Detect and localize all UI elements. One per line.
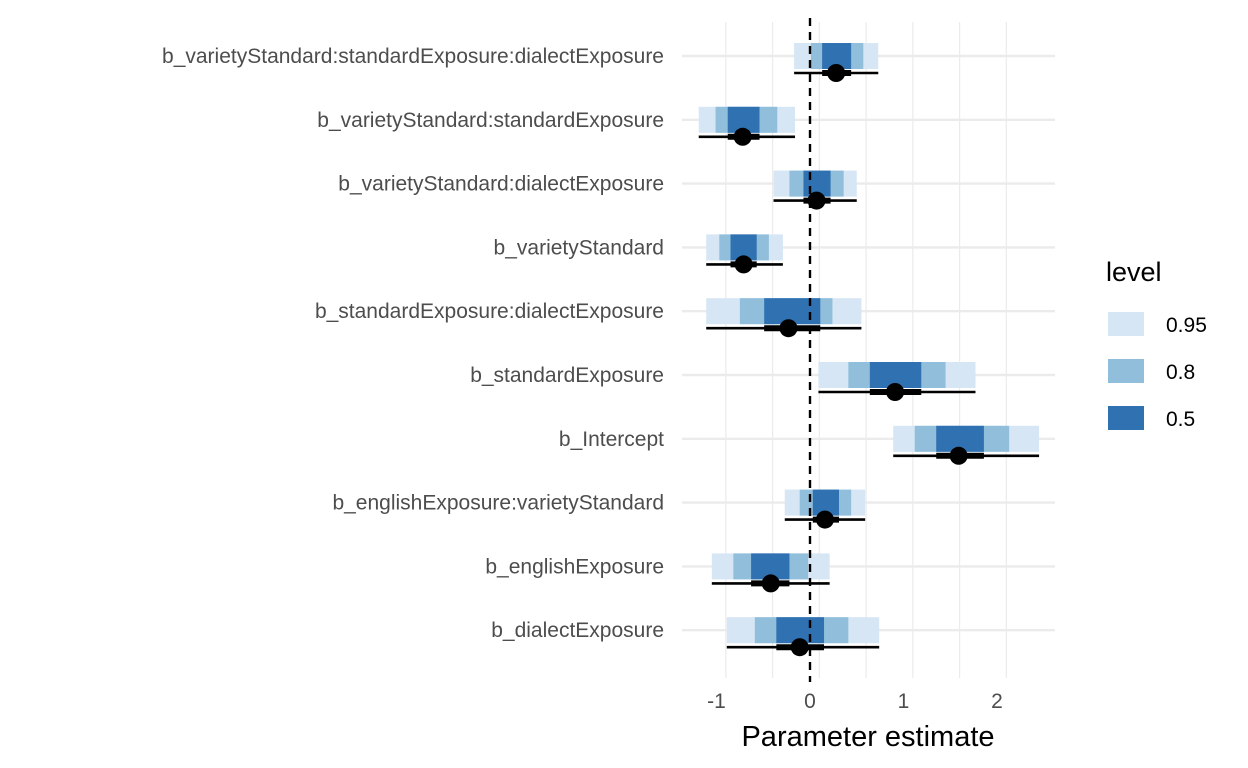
parameter-label: b_standardExposure [470,364,664,387]
estimate-point [734,255,753,274]
estimate-point [886,383,905,401]
legend-label: 0.5 [1166,408,1195,431]
estimate-point [733,127,752,146]
legend-title: level [1106,257,1162,287]
estimate-point [779,319,798,338]
parameter-label: b_standardExposure:dialectExposure [315,300,664,323]
legend-label: 0.8 [1166,361,1195,384]
parameter-label: b_englishExposure [485,555,664,578]
legend-swatch [1108,359,1144,383]
legend-swatch [1108,312,1144,336]
parameter-labels: b_varietyStandard:standardExposure:diale… [162,45,664,642]
x-tick-label: -1 [707,690,726,713]
legend-swatch [1108,406,1144,430]
parameter-label: b_varietyStandard [494,236,664,259]
x-tick-label: 0 [804,690,816,713]
estimate-point [807,191,826,210]
estimate-point [790,638,809,657]
parameter-label: b_varietyStandard:standardExposure [317,109,664,132]
estimate-point [827,64,846,82]
parameter-label: b_englishExposure:varietyStandard [332,492,664,515]
parameter-label: b_varietyStandard:standardExposure:diale… [162,45,664,68]
legend-label: 0.95 [1166,314,1207,337]
parameter-label: b_dialectExposure [491,619,664,642]
estimate-layer [698,64,1040,657]
parameter-label: b_varietyStandard:dialectExposure [338,173,664,196]
estimate-point [949,446,968,465]
x-tick-labels: -1 0 1 2 [707,690,1003,713]
interval-layer [698,43,1040,644]
x-axis-title: Parameter estimate [741,721,994,753]
estimate-point [761,574,780,593]
legend: level 0.95 0.8 0.5 [1106,257,1207,431]
estimate-point [815,510,834,529]
parameter-label: b_Intercept [559,428,664,451]
x-tick-label: 2 [991,690,1003,713]
legend-entries: 0.95 0.8 0.5 [1108,312,1207,431]
x-tick-label: 1 [898,690,910,713]
